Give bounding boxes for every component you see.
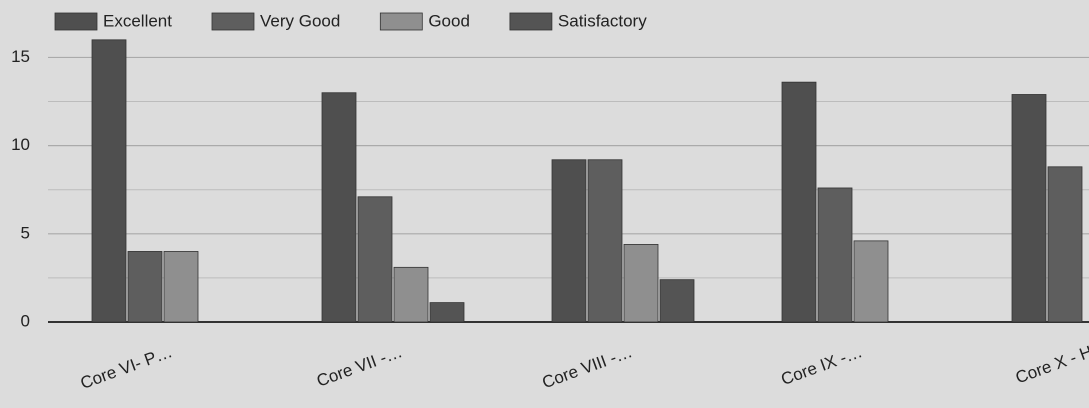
bar	[127, 251, 163, 323]
legend-label: Very Good	[260, 11, 340, 30]
bar	[551, 159, 587, 323]
legend-swatch	[211, 12, 255, 31]
bar	[429, 302, 465, 323]
y-tick-label: 15	[11, 47, 30, 66]
legend-swatch	[379, 12, 423, 31]
legend-label: Excellent	[103, 11, 172, 30]
bar	[659, 279, 695, 323]
bar	[781, 81, 817, 323]
bar	[623, 243, 659, 323]
legend-label: Satisfactory	[558, 11, 647, 30]
bar	[357, 196, 393, 323]
bar	[91, 39, 127, 323]
y-tick-label: 5	[21, 223, 30, 242]
bar	[163, 251, 199, 323]
legend-swatch	[509, 12, 553, 31]
legend-label: Good	[428, 11, 470, 30]
legend-swatch	[54, 12, 98, 31]
bar	[393, 266, 429, 323]
bar	[1011, 94, 1047, 323]
bar	[321, 92, 357, 323]
y-tick-label: 0	[21, 311, 30, 330]
bar	[817, 187, 853, 323]
y-tick-label: 10	[11, 135, 30, 154]
bar	[1047, 166, 1083, 323]
bar	[587, 159, 623, 323]
bar	[853, 240, 889, 323]
